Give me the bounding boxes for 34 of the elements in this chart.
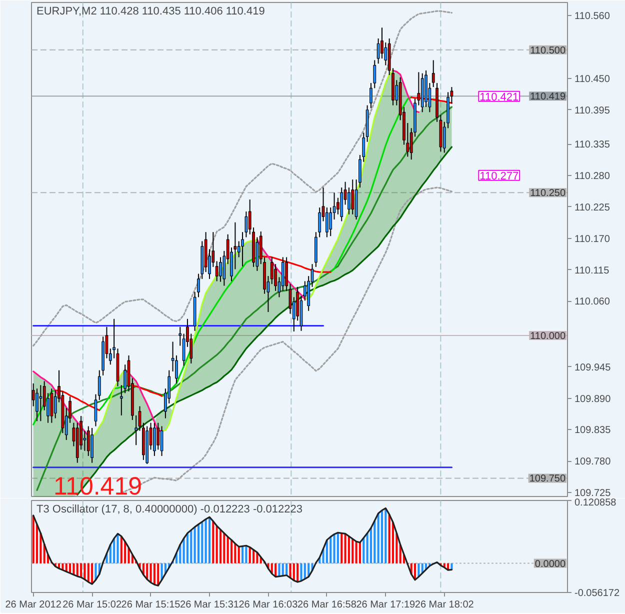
x-tick-label: 26 Mar 15:02	[62, 600, 122, 610]
x-tick-label: 26 Mar 2012	[5, 600, 62, 610]
chart-title: T3 Oscillator (17, 8, 0.40000000) -0.012223 -0.012223	[36, 504, 303, 516]
y-tick-label: 110.115	[574, 265, 610, 276]
y-tick-label: 110.170	[574, 234, 610, 245]
ref-line-label: 110.250	[530, 188, 566, 200]
x-tick-label: 26 Mar 16:58	[297, 600, 357, 610]
y-tick-label: 110.060	[574, 296, 610, 308]
y-tick-label: -0.056172	[574, 588, 620, 599]
ref-line-label: 0.0000	[534, 558, 566, 570]
x-tick-label: 26 Mar 15:15	[121, 600, 181, 610]
y-tick-label: 109.725	[574, 488, 612, 499]
y-tick-label: 110.560	[574, 11, 610, 22]
ref-line-label: 109.750	[529, 474, 566, 485]
ref-line-label: 110.000	[530, 330, 566, 342]
y-tick-label: 0.120858	[574, 498, 617, 508]
y-tick-label: 110.395	[574, 105, 610, 116]
x-tick-label: 26 Mar 16:03	[238, 600, 298, 610]
x-tick-label: 26 Mar 15:31	[180, 600, 240, 610]
chart-title: EURJPY,M2 110.428 110.435 110.406 110.419	[36, 6, 265, 18]
x-tick-label: 26 Mar 17:19	[356, 600, 416, 610]
text: 110.277	[480, 170, 519, 182]
ref-line-label: 110.419	[530, 92, 566, 103]
y-tick-label: 109.835	[574, 425, 612, 436]
y-tick-label: 110.450	[574, 74, 610, 85]
y-tick-label: 110.225	[574, 202, 610, 214]
y-tick-label: 109.890	[574, 394, 612, 405]
x-tick-label: 26 Mar 18:02	[414, 600, 474, 610]
y-tick-label: 109.945	[574, 362, 612, 374]
y-tick-label: 110.280	[574, 171, 610, 182]
y-tick-label: 109.780	[574, 456, 612, 468]
ref-line-label: 110.500	[530, 45, 566, 56]
text: 110.421	[480, 91, 519, 104]
y-tick-label: 110.335	[574, 140, 610, 151]
